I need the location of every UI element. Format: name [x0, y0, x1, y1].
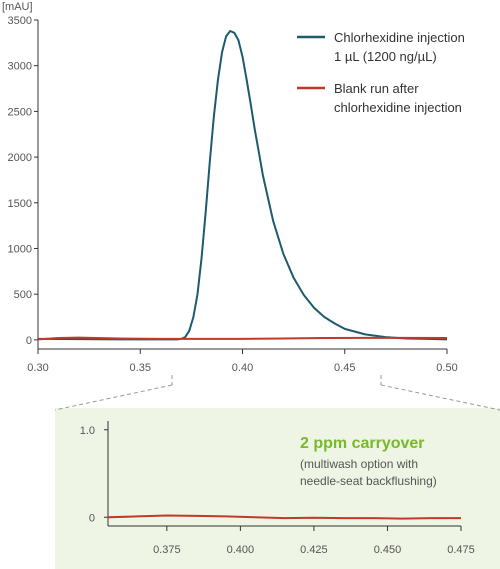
- inset-series-line-1: [107, 514, 461, 520]
- main-y-tick-label: 0: [26, 335, 32, 347]
- inset-series-layer: [107, 514, 461, 520]
- inset-x-tick-label: 0.475: [447, 544, 475, 556]
- main-x-tick-label: 0.40: [232, 362, 253, 374]
- inset-x-tick-label: 0.375: [153, 544, 181, 556]
- inset-axes: 0 1.0 0.375 0.400 0.425 0.450 0.475: [80, 421, 475, 556]
- main-y-tick-label: 3500: [8, 15, 32, 27]
- legend-label-2: Blank run after: [334, 81, 419, 96]
- carryover-annotation-title: 2 ppm carryover: [300, 435, 425, 452]
- main-y-tick-label: 3000: [8, 61, 32, 73]
- legend-label-1: Chlorhexidine injection: [334, 30, 465, 45]
- carryover-annotation-line-2: needle-seat backflushing): [300, 474, 437, 488]
- inset-y-tick-label: 0: [89, 512, 95, 524]
- main-y-tick-label: 2500: [8, 106, 32, 118]
- main-x-tick-label: 0.45: [334, 362, 355, 374]
- main-series-line-1: [37, 30, 448, 341]
- carryover-annotation-line-1: (multiwash option with: [300, 457, 418, 471]
- main-y-tick-label: 1500: [8, 198, 32, 210]
- main-x-tick-label: 0.35: [130, 362, 151, 374]
- inset-connector-right-diagonal: [380, 384, 500, 411]
- inset-y-tick-label: 1.0: [80, 425, 95, 437]
- main-axes: 0 500 1000 1500 2000 2500 3000 3500 0.30 0.35 0.40…: [8, 15, 458, 374]
- legend-label-1: 1 µL (1200 ng/µL): [334, 49, 437, 64]
- inset-background: [55, 408, 500, 569]
- main-y-axis-label: [mAU]: [2, 1, 33, 13]
- main-y-tick-label: 2000: [8, 152, 32, 164]
- legend: Chlorhexidine injection 1 µL (1200 ng/µL)…: [297, 30, 465, 115]
- inset-x-tick-label: 0.425: [300, 544, 328, 556]
- legend-label-2: chlorhexidine injection: [334, 100, 462, 115]
- main-x-tick-label: 0.50: [436, 362, 457, 374]
- main-series-line-2: [37, 336, 448, 341]
- main-series-layer: [37, 30, 448, 341]
- inset-x-tick-label: 0.400: [227, 544, 255, 556]
- main-y-tick-label: 1000: [8, 243, 32, 255]
- main-x-tick-label: 0.30: [27, 362, 48, 374]
- inset-connector-left-diagonal: [54, 384, 173, 411]
- inset-x-tick-label: 0.450: [374, 544, 402, 556]
- main-y-tick-label: 500: [14, 289, 32, 301]
